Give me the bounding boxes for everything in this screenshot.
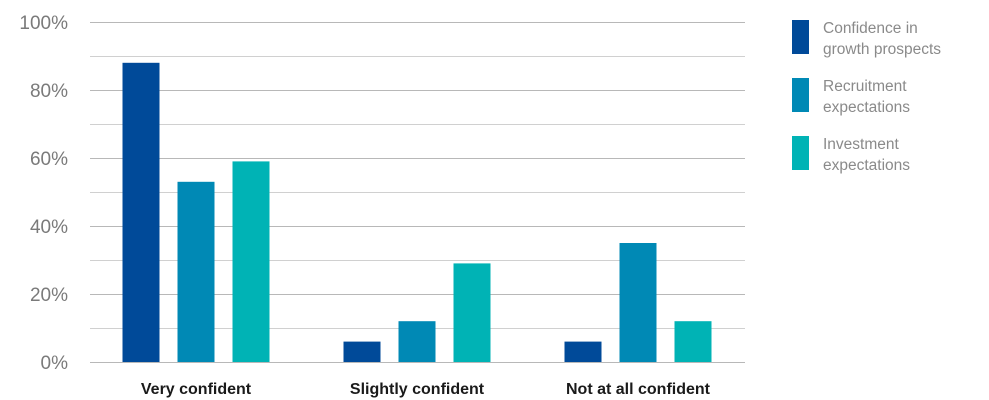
- bar-slightly-confident-series-1: [343, 341, 381, 362]
- bar-very-confident-series-3: [232, 161, 270, 362]
- y-tick-label: 60%: [30, 149, 68, 170]
- bar-not-at-all-confident-series-2: [619, 243, 657, 362]
- bar-slightly-confident-series-2: [398, 321, 436, 362]
- y-tick-label: 40%: [30, 217, 68, 238]
- bar-not-at-all-confident-series-1: [564, 341, 602, 362]
- y-tick-label: 80%: [30, 81, 68, 102]
- bar-very-confident-series-2: [177, 181, 215, 362]
- legend-swatch-3: [792, 136, 809, 170]
- bar-very-confident-series-1: [122, 62, 160, 363]
- legend-label: expectations: [823, 99, 910, 116]
- legend-label: Investment: [823, 136, 900, 153]
- legend-label: Recruitment: [823, 78, 907, 95]
- y-tick-label: 20%: [30, 285, 68, 306]
- legend: Confidence in growth prospects Recruitment…: [792, 20, 941, 174]
- bar-not-at-all-confident-series-3: [674, 321, 712, 362]
- legend-label: expectations: [823, 157, 910, 174]
- x-axis-categories: Very confident Slightly confident Not at a…: [141, 381, 711, 398]
- bar-slightly-confident-series-3: [453, 263, 491, 362]
- y-axis-ticks: 0% 20% 40% 60% 80% 100%: [19, 13, 68, 374]
- bars: [122, 62, 712, 363]
- x-category-label: Slightly confident: [350, 381, 485, 398]
- legend-label: growth prospects: [823, 41, 941, 58]
- x-category-label: Very confident: [141, 381, 252, 398]
- y-tick-label: 0%: [41, 353, 69, 374]
- legend-swatch-1: [792, 20, 809, 54]
- legend-swatch-2: [792, 78, 809, 112]
- legend-label: Confidence in: [823, 20, 918, 37]
- x-category-label: Not at all confident: [566, 381, 711, 398]
- y-tick-label: 100%: [19, 13, 68, 34]
